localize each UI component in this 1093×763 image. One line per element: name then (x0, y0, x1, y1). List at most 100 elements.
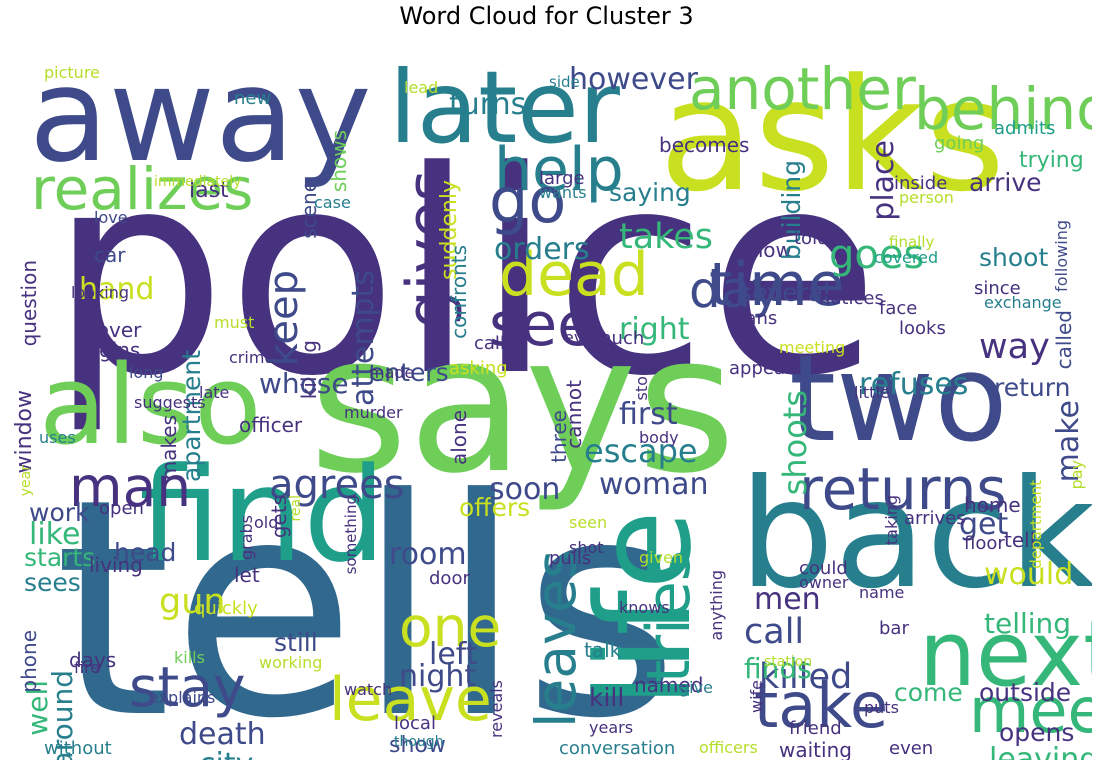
word-meeting: meeting (779, 338, 846, 357)
word-telling: telling (984, 607, 1072, 640)
word-wife: wife (747, 680, 766, 714)
word-inside: inside (894, 173, 948, 194)
word-talk: talk (584, 638, 622, 662)
word-reveals: reveals (487, 680, 506, 738)
word-local: local (394, 713, 436, 734)
word-real: real (288, 495, 304, 522)
word-begins: begins (74, 338, 141, 362)
word-outside: outside (979, 678, 1072, 707)
word-still: still (274, 628, 318, 657)
word-arrives: arrives (904, 508, 966, 529)
word-shoot: shoot (979, 243, 1049, 272)
word-killing: killing (297, 340, 321, 400)
word-waiting: waiting (779, 738, 852, 760)
word-crime: crime (229, 348, 275, 367)
word-let: let (234, 563, 260, 587)
word-like: like (29, 517, 81, 552)
word-love: love (94, 208, 128, 227)
word-watch: watch (344, 680, 393, 699)
word-meet: meet (969, 674, 1092, 747)
word-give: give (679, 678, 713, 697)
word-picture: picture (44, 63, 100, 82)
word-late: late (199, 383, 230, 402)
word-long: long (129, 363, 164, 382)
word-get: get (959, 507, 1009, 542)
word-calls: calls (474, 333, 515, 354)
word-help: help (494, 135, 624, 205)
word-much: much (594, 328, 645, 349)
word-trying: trying (1019, 148, 1084, 173)
word-explains: explains (149, 688, 216, 707)
word-face: face (879, 298, 918, 319)
word-little: little (854, 383, 890, 402)
word-grabs: grabs (237, 515, 256, 561)
word-name: name (859, 583, 905, 602)
word-finally: finally (889, 233, 935, 251)
word-call: call (744, 612, 805, 652)
word-find: find (139, 439, 386, 591)
word-makes: makes (157, 415, 181, 481)
word-return: return (994, 373, 1071, 402)
word-given: given (639, 548, 684, 567)
word-finds: finds (744, 652, 812, 685)
word-conversation: conversation (559, 738, 676, 759)
word-plans: plans (729, 308, 778, 329)
word-anything: anything (707, 570, 726, 641)
word-go: go (489, 164, 567, 237)
word-night: night (399, 659, 477, 694)
word-lead: lead (404, 78, 439, 97)
word-even: even (889, 738, 934, 759)
word-police: police (49, 112, 880, 438)
word-soon: soon (489, 472, 561, 507)
word-two: two (789, 330, 1008, 469)
word-story: story (632, 360, 651, 401)
word-whose: whose (259, 367, 349, 400)
word-floor: floor (964, 533, 1005, 554)
word-city: city (199, 750, 253, 761)
word-goes: goes (829, 232, 925, 278)
word-shoots: shoots (776, 390, 814, 496)
word-friend: friend (789, 718, 842, 739)
word-tell: tell (1004, 528, 1036, 552)
word-told: told (794, 228, 829, 249)
word-alone: alone (447, 410, 471, 466)
word-dead: dead (499, 240, 649, 310)
word-leaving: leaving (989, 742, 1092, 761)
word-enters: enters (369, 358, 449, 387)
word-would: would (984, 557, 1074, 592)
word-take: take (754, 669, 889, 742)
word-realizes: realizes (31, 155, 254, 223)
word-ever: ever (564, 328, 600, 347)
word-agrees: agrees (269, 462, 405, 508)
word-department: department (1027, 480, 1045, 569)
word-head: head (114, 538, 177, 567)
word-away: away (29, 39, 372, 191)
word-side: side (549, 73, 580, 91)
word-first: first (619, 397, 678, 432)
word-death: death (179, 717, 266, 752)
word-person: person (899, 188, 954, 207)
word-escape: escape (584, 432, 698, 470)
word-one: one (399, 595, 502, 659)
word-woman: woman (599, 467, 709, 502)
word-refuses: refuses (859, 367, 969, 402)
word-puts: puts (864, 698, 899, 717)
word-kill: kill (589, 683, 625, 712)
word-back: back (739, 448, 1092, 622)
word-murder: murder (344, 403, 403, 422)
word-covered: covered (874, 248, 939, 267)
word-following: following (1052, 220, 1071, 292)
word-work: work (29, 498, 90, 527)
word-asking: asking (449, 358, 508, 379)
word-made: made (369, 363, 415, 382)
word-taking: taking (882, 495, 901, 546)
word-looks: looks (899, 318, 946, 339)
word-station: station (764, 654, 813, 670)
word-case: case (314, 193, 351, 212)
word-hand: hand (79, 272, 155, 307)
word-later: later (389, 49, 620, 166)
word-also: also (39, 341, 262, 469)
word-man: man (69, 455, 192, 519)
word-room: room (389, 537, 467, 572)
word-leaves: leaves (524, 550, 588, 728)
